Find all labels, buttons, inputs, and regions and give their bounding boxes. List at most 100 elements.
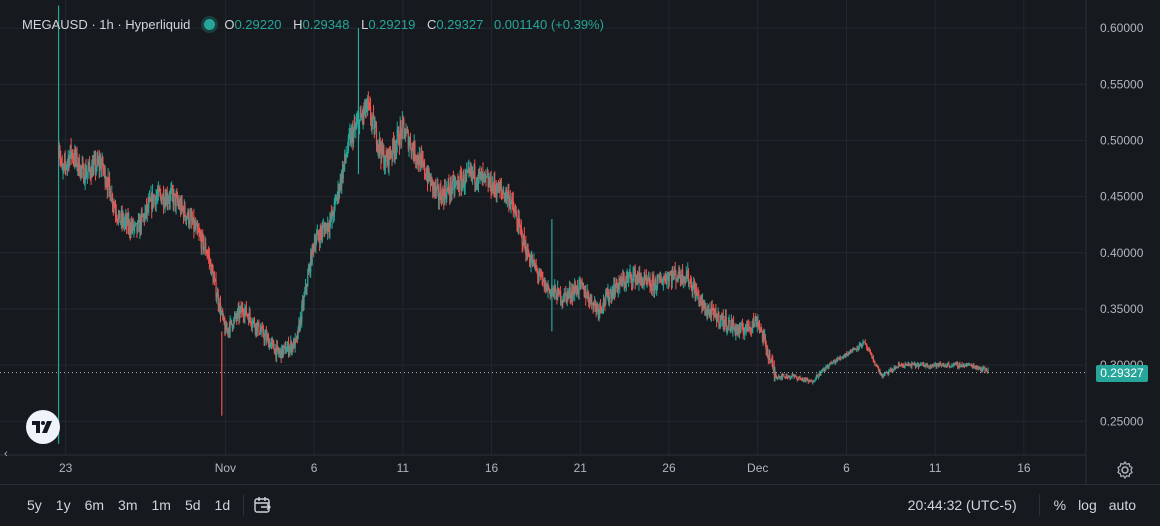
candle-body	[358, 119, 361, 133]
candle-body	[245, 306, 247, 311]
candle-body	[662, 282, 664, 285]
candle-body	[673, 274, 675, 278]
auto-scale-button[interactable]: auto	[1108, 497, 1136, 513]
range-1d[interactable]: 1d	[214, 497, 231, 513]
scroll-left-icon[interactable]: ‹	[4, 448, 8, 460]
candle-body	[979, 367, 982, 371]
settings-gear-icon[interactable]	[1115, 460, 1135, 480]
candle-body	[477, 182, 479, 184]
log-scale-button[interactable]: log	[1078, 497, 1097, 513]
candle-body	[724, 316, 727, 323]
candle-body	[219, 302, 222, 315]
candle-body	[885, 372, 887, 374]
candle-body	[228, 328, 230, 333]
candle-body	[709, 309, 711, 313]
candle-body	[925, 363, 928, 365]
candle-body	[674, 270, 676, 274]
candle-body	[443, 193, 445, 202]
candle-body	[106, 185, 108, 191]
candle-body	[559, 291, 561, 295]
candle-body	[361, 116, 363, 118]
range-5y[interactable]: 5y	[27, 497, 42, 513]
candle-body	[222, 316, 225, 318]
candle-body	[411, 144, 413, 153]
candle-body	[270, 341, 273, 344]
time-tick-label: Dec	[747, 461, 768, 475]
candle-body	[883, 373, 885, 376]
candle-body	[172, 193, 174, 204]
candle-body	[83, 182, 86, 184]
candle-body	[327, 223, 330, 229]
candle-body	[836, 359, 838, 362]
candle-body	[735, 326, 738, 330]
candle-body	[457, 181, 459, 183]
candle-body	[580, 281, 582, 284]
candle-body	[154, 196, 156, 198]
candle-body	[540, 270, 542, 273]
range-1m[interactable]: 1m	[151, 497, 171, 513]
range-6m[interactable]: 6m	[84, 497, 105, 513]
candle-body	[731, 320, 733, 331]
goto-date-icon[interactable]	[252, 494, 274, 516]
candle-body	[902, 365, 904, 367]
candle-body	[405, 131, 407, 137]
candle-body	[874, 364, 877, 366]
candle-body	[451, 190, 453, 194]
candle-body	[336, 194, 338, 201]
candle-body	[506, 189, 508, 199]
candle-body	[200, 237, 202, 249]
candle-body	[743, 332, 745, 335]
candle-body	[599, 303, 602, 308]
candle-body	[598, 310, 600, 316]
candle-body	[977, 368, 979, 370]
range-1y[interactable]: 1y	[55, 497, 71, 513]
candle-body	[976, 367, 978, 370]
candle-body	[812, 381, 815, 383]
candle-body	[716, 317, 718, 323]
candle-body	[474, 182, 477, 184]
candle-body	[917, 363, 919, 366]
candle-body	[906, 364, 908, 366]
tradingview-logo-icon[interactable]	[26, 410, 60, 444]
candle-body	[461, 182, 463, 190]
candle-body	[381, 142, 384, 154]
candle-body	[128, 221, 130, 228]
candle-body	[845, 353, 847, 356]
candle-body	[534, 259, 536, 268]
candle-body	[474, 165, 476, 183]
candle-body	[576, 285, 578, 295]
candle-body	[94, 158, 97, 172]
candle-body	[329, 220, 331, 230]
candle-body	[145, 205, 147, 213]
candle-body	[412, 149, 415, 157]
candle-body	[606, 293, 608, 298]
candle-body	[583, 285, 585, 297]
candle-body	[378, 144, 380, 149]
candle-body	[130, 224, 132, 233]
candle-body	[661, 282, 663, 285]
percent-scale-button[interactable]: %	[1053, 497, 1067, 513]
symbol-title[interactable]: MEGAUSD · 1h · Hyperliquid	[22, 16, 191, 32]
candle-body	[446, 188, 449, 190]
candle-body	[466, 170, 469, 172]
candle-body	[278, 351, 280, 355]
candle-body	[78, 158, 80, 175]
range-3m[interactable]: 3m	[118, 497, 138, 513]
candle-body	[77, 167, 79, 169]
candle-body	[636, 276, 638, 278]
candle-body	[701, 299, 704, 307]
candle-body	[386, 157, 388, 163]
candle-body	[822, 369, 824, 371]
chart-canvas[interactable]: 0.60000 0.55000 0.50000 0.45000 0.40000 0.350…	[0, 0, 1160, 484]
candle-body	[620, 277, 622, 282]
candle-body	[526, 248, 528, 259]
candle-body	[797, 378, 799, 380]
candle-body	[758, 325, 761, 329]
candle-body	[288, 350, 290, 354]
range-selector: 5y 1y 6m 3m 1m 5d 1d	[20, 485, 274, 525]
candle-body	[587, 292, 589, 297]
candle-body	[771, 359, 773, 362]
range-5d[interactable]: 5d	[184, 497, 201, 513]
clock-timezone[interactable]: 20:44:32 (UTC-5)	[907, 497, 1017, 513]
